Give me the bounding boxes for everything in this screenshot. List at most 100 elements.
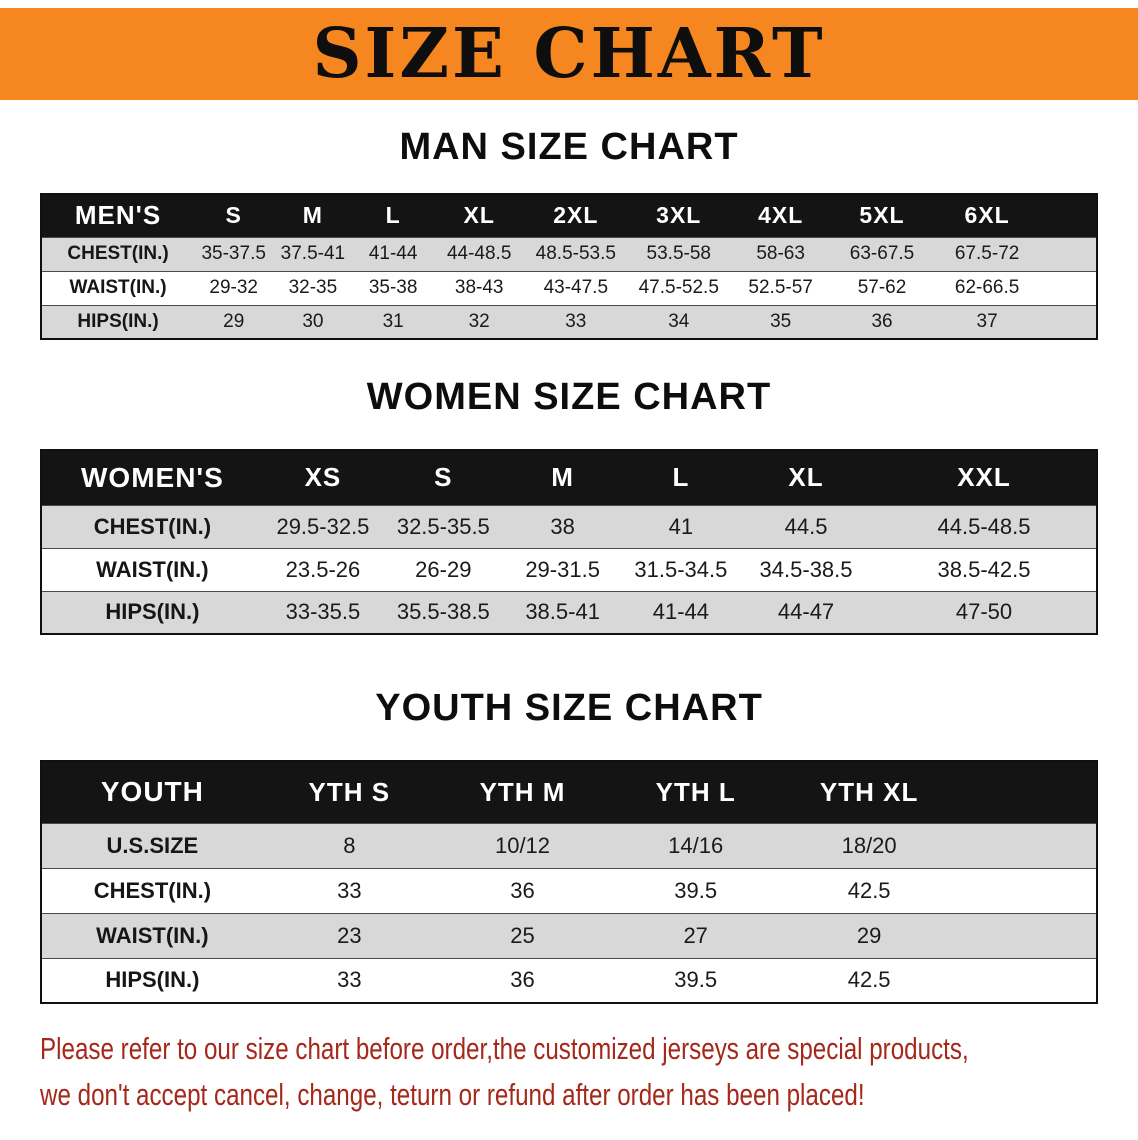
size-value-cell: 35-37.5 xyxy=(201,243,266,264)
size-value-cell: 42.5 xyxy=(847,877,891,903)
table-header-row: YOUTH YTH S YTH M YTH L YTH XL xyxy=(41,761,1097,823)
row-label-cell: CHEST(IN.) xyxy=(93,513,212,539)
size-value-cell: 63-67.5 xyxy=(849,243,915,264)
row-label-cell: WAIST(IN.) xyxy=(96,922,209,948)
size-value-cell: 42.5 xyxy=(847,967,891,993)
size-value-cell: 47.5-52.5 xyxy=(638,277,719,298)
row-label-cell: HIPS(IN.) xyxy=(77,310,159,332)
size-value-cell: 47-50 xyxy=(955,599,1013,625)
size-value-cell: 38.5-42.5 xyxy=(937,556,1031,582)
size-value-cell: 44.5-48.5 xyxy=(937,513,1031,539)
size-value-cell: 58-63 xyxy=(756,243,805,264)
size-value-cell: 37 xyxy=(976,310,998,332)
size-value-cell: 18/20 xyxy=(841,832,897,858)
size-value-cell: 38-43 xyxy=(454,277,504,298)
size-header-cell: 2XL xyxy=(524,194,628,237)
row-label-cell: WAIST(IN.) xyxy=(96,556,209,582)
size-chart-banner: SIZE CHART xyxy=(0,8,1138,100)
size-value-cell: 57-62 xyxy=(857,277,907,298)
size-value-cell: 33 xyxy=(565,310,587,332)
size-header-cell: YTH XL xyxy=(782,761,1097,823)
size-header-cell: YTH L xyxy=(609,761,783,823)
size-value-cell: 31.5-34.5 xyxy=(634,556,728,582)
size-value-cell: 43-47.5 xyxy=(543,277,609,298)
size-value-cell: 29.5-32.5 xyxy=(276,513,370,539)
size-value-cell: 8 xyxy=(343,832,356,858)
youth-size-table: YOUTH YTH S YTH M YTH L YTH XL U.S.SIZE 8 10/12… xyxy=(40,760,1098,1004)
size-value-cell: 67.5-72 xyxy=(954,243,1020,264)
size-value-cell: 32 xyxy=(468,310,490,332)
size-value-cell: 30 xyxy=(302,310,324,332)
men-section-heading: MAN SIZE CHART xyxy=(399,126,739,168)
row-label-cell: CHEST(IN.) xyxy=(93,877,212,903)
size-header-cell: YTH M xyxy=(435,761,610,823)
women-section: WOMEN SIZE CHART WOMEN'S XS S M L XL XXL CHEST(… xyxy=(0,376,1138,635)
size-value-cell: 44-48.5 xyxy=(446,243,512,264)
size-header-cell: XL xyxy=(433,194,525,237)
size-value-cell: 32.5-35.5 xyxy=(396,513,490,539)
size-value-cell: 35-38 xyxy=(368,277,418,298)
table-header-row: WOMEN'S XS S M L XL XXL xyxy=(41,450,1097,505)
size-value-cell: 14/16 xyxy=(668,832,724,858)
measurement-row: WAIST(IN.) 23 25 27 29 xyxy=(41,913,1097,958)
row-label-cell: U.S.SIZE xyxy=(106,832,199,858)
size-value-cell: 62-66.5 xyxy=(954,277,1020,298)
youth-section: YOUTH SIZE CHART YOUTH YTH S YTH M YTH L YTH… xyxy=(0,687,1138,1004)
measurement-row: CHEST(IN.) 35-37.5 37.5-41 41-44 44-48.5 48.5… xyxy=(41,237,1097,271)
size-value-cell: 10/12 xyxy=(494,832,551,858)
size-value-cell: 53.5-58 xyxy=(646,243,711,264)
size-value-cell: 35.5-38.5 xyxy=(396,599,490,625)
women-section-heading: WOMEN SIZE CHART xyxy=(366,376,772,418)
size-header-cell: XXL xyxy=(872,450,1097,505)
size-value-cell: 29-32 xyxy=(209,277,258,298)
size-value-cell: 25 xyxy=(510,922,535,948)
size-value-cell: 36 xyxy=(510,877,535,903)
measurement-row: WAIST(IN.) 23.5-26 26-29 29-31.5 31.5-34.5 34… xyxy=(41,548,1097,591)
size-header-cell: L xyxy=(352,194,434,237)
youth-section-heading: YOUTH SIZE CHART xyxy=(375,687,763,729)
size-header-cell: S xyxy=(194,194,274,237)
size-value-cell: 48.5-53.5 xyxy=(535,243,616,264)
size-value-cell: 38.5-41 xyxy=(525,599,600,625)
men-size-table: MEN'S S M L XL 2XL 3XL 4XL 5XL 6XL CHEST(IN.) 35-37… xyxy=(40,193,1098,340)
size-header-cell: L xyxy=(621,450,741,505)
size-header-cell: 5XL xyxy=(830,194,934,237)
size-value-cell: 36 xyxy=(510,967,535,993)
size-value-cell: 33 xyxy=(337,877,362,903)
banner-title: SIZE CHART xyxy=(312,14,826,94)
row-label-cell: CHEST(IN.) xyxy=(67,243,169,264)
size-value-cell: 35 xyxy=(770,310,792,332)
size-value-cell: 44-47 xyxy=(777,599,835,625)
size-value-cell: 32-35 xyxy=(288,277,338,298)
size-value-cell: 27 xyxy=(683,922,708,948)
size-header-cell: 4XL xyxy=(730,194,831,237)
size-value-cell: 33-35.5 xyxy=(285,599,361,625)
size-value-cell: 41 xyxy=(668,513,694,539)
size-value-cell: 39.5 xyxy=(674,877,718,903)
size-value-cell: 29 xyxy=(856,922,882,948)
size-value-cell: 26-29 xyxy=(415,556,472,582)
size-value-cell: 41-44 xyxy=(368,243,418,264)
size-value-cell: 29-31.5 xyxy=(525,556,600,582)
table-title-cell: MEN'S xyxy=(41,194,195,237)
disclaimer-line-1: Please refer to our size chart before or… xyxy=(40,1031,969,1066)
measurement-row: HIPS(IN.) 33-35.5 35.5-38.5 38.5-41 41-44 44-… xyxy=(41,591,1097,634)
size-header-cell: M xyxy=(503,450,622,505)
size-value-cell: 36 xyxy=(871,310,893,332)
disclaimer-line-2: we don't accept cancel, change, teturn o… xyxy=(40,1077,865,1112)
measurement-row: U.S.SIZE 8 10/12 14/16 18/20 xyxy=(41,823,1097,868)
measurement-row: CHEST(IN.) 29.5-32.5 32.5-35.5 38 41 44.5 44.5… xyxy=(41,505,1097,548)
measurement-row: HIPS(IN.) 29 30 31 32 33 34 35 36 37 xyxy=(41,305,1097,339)
size-value-cell: 37.5-41 xyxy=(280,243,346,264)
size-header-cell: YTH S xyxy=(262,761,436,823)
men-section: MAN SIZE CHART MEN'S S M L XL 2XL 3XL 4XL 5XL 6XL… xyxy=(0,126,1138,340)
size-header-cell: M xyxy=(273,194,353,237)
size-value-cell: 41-44 xyxy=(652,599,710,625)
size-value-cell: 38 xyxy=(550,513,575,539)
size-value-cell: 33 xyxy=(337,967,362,993)
size-value-cell: 34.5-38.5 xyxy=(759,556,853,582)
size-header-cell: 6XL xyxy=(933,194,1097,237)
measurement-row: WAIST(IN.) 29-32 32-35 35-38 38-43 43-47.5 47.… xyxy=(41,271,1097,305)
size-value-cell: 31 xyxy=(382,310,404,332)
measurement-row: HIPS(IN.) 33 36 39.5 42.5 xyxy=(41,958,1097,1003)
